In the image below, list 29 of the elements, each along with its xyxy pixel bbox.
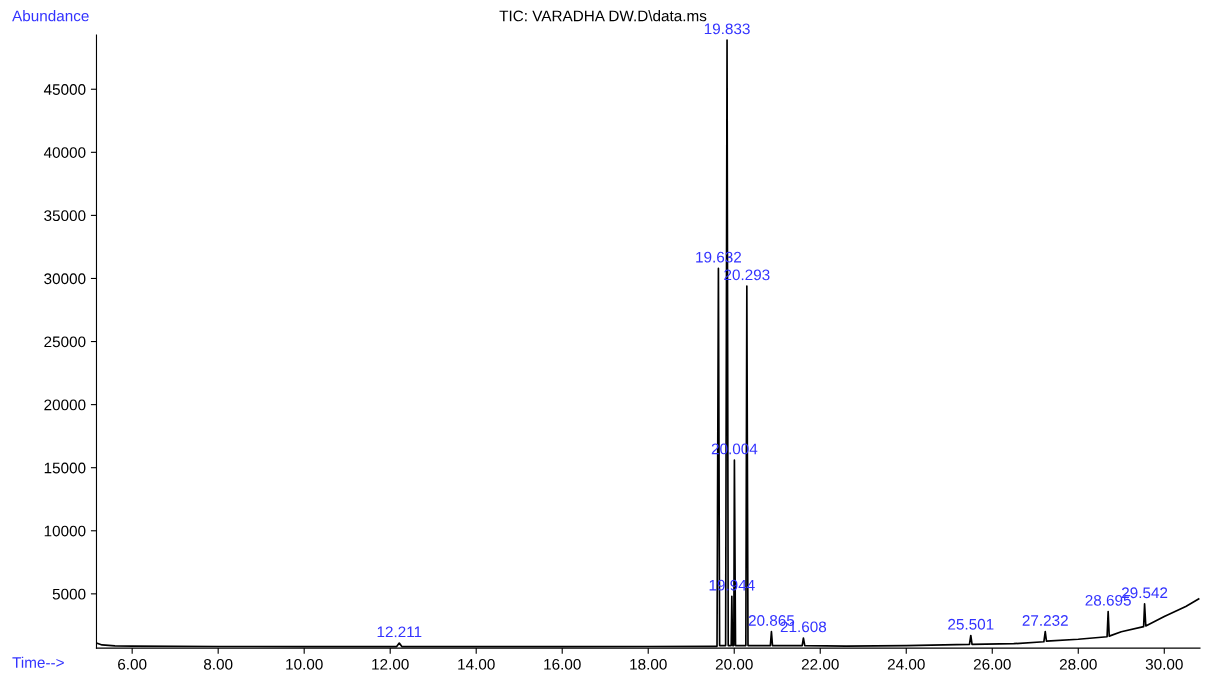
y-tick-label: 30000 (44, 273, 86, 285)
x-tick-label: 10.00 (286, 658, 323, 670)
annotation: 27.232 (1022, 615, 1068, 626)
annotation: 25.501 (948, 618, 994, 630)
x-tick-label: 20.00 (715, 658, 753, 670)
x-tick-label: 16.00 (544, 658, 581, 670)
x-tick-label: 30.00 (1145, 658, 1183, 670)
y-tick-label: 20000 (44, 399, 86, 411)
x-tick-label: 12.00 (372, 658, 409, 670)
y-tick-label: 35000 (44, 210, 86, 222)
x-tick-label: 28.00 (1059, 658, 1097, 670)
y-tick-label: 10000 (44, 525, 86, 537)
y-tick-label: 25000 (44, 336, 86, 348)
y-tick-label: 5000 (52, 588, 86, 600)
chart-title: TIC: VARADHA DW.D\data.ms (499, 10, 707, 22)
annotation: 19.833 (704, 23, 750, 35)
y-tick-label: 15000 (44, 462, 86, 474)
x-tick-label: 6.00 (118, 658, 147, 670)
y-tick-label: 40000 (43, 147, 86, 158)
x-tick-label: 14.00 (458, 658, 495, 670)
x-axis-title: Time--> (12, 656, 64, 668)
x-tick-label: 26.00 (973, 658, 1011, 670)
y-axis-title: Abundance (12, 10, 89, 22)
x-tick-label: 22.00 (801, 658, 839, 670)
x-tick-label: 24.00 (887, 658, 925, 670)
x-tick-label: 18.00 (630, 658, 667, 670)
x-tick-label: 8.00 (203, 658, 233, 670)
y-tick-label: 45000 (43, 84, 86, 95)
annotation: 12.211 (377, 626, 422, 638)
